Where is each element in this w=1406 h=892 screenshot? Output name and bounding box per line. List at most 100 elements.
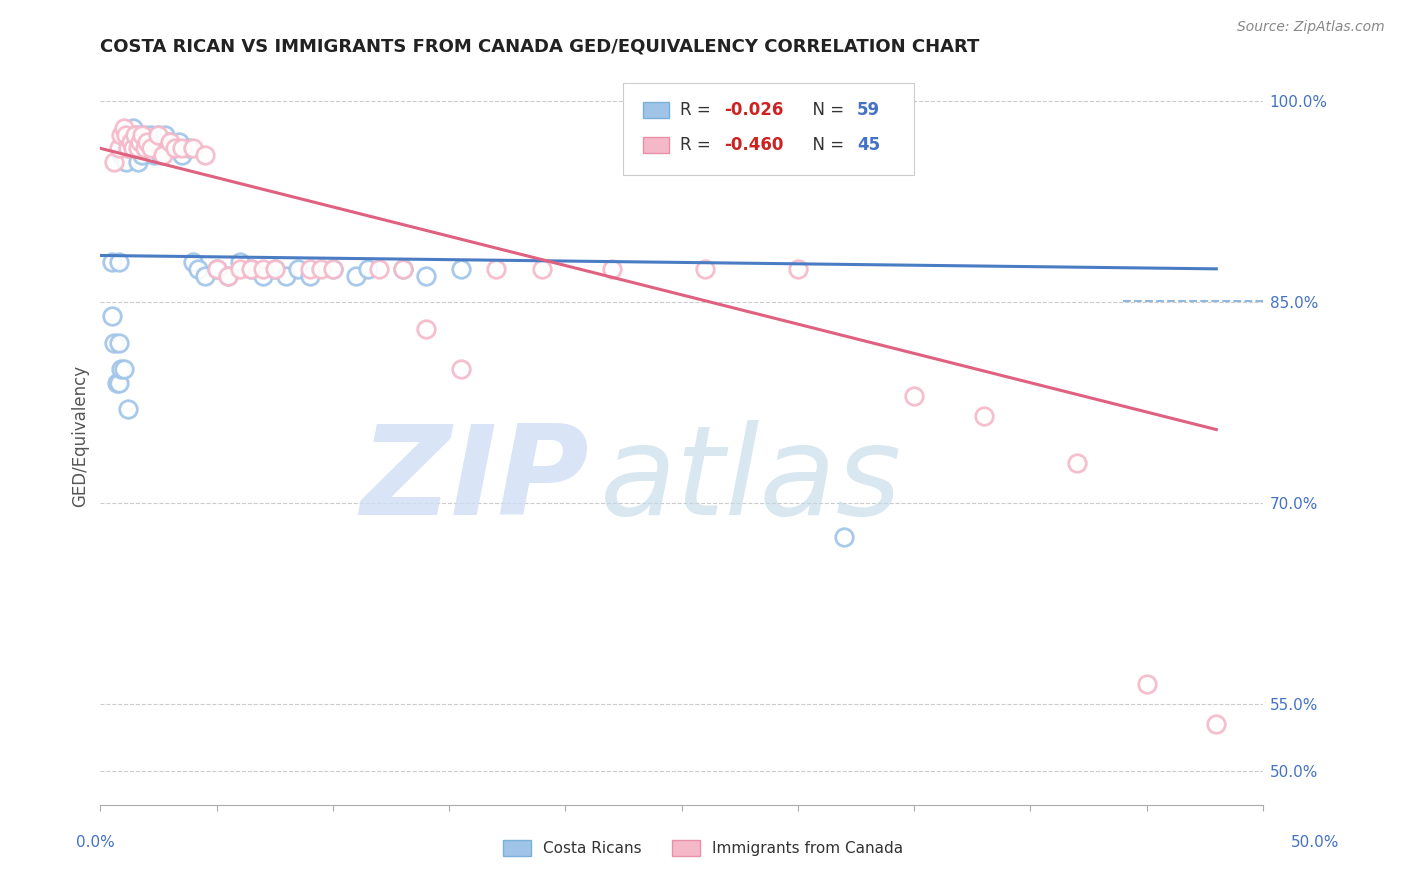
Text: ZIP: ZIP [360,420,589,541]
Point [450,362,472,376]
Point [138,135,160,149]
Point [103,335,125,350]
Point [170,148,193,162]
Point [322,261,344,276]
Point [134,128,156,142]
Point [108,335,131,350]
Point [600,261,623,276]
Point [122,141,145,155]
Point [263,261,285,276]
Point [194,148,217,162]
Point [834,530,856,544]
Point [101,255,124,269]
Point [149,148,172,162]
Text: Source: ZipAtlas.com: Source: ZipAtlas.com [1237,20,1385,34]
Point [484,261,506,276]
Point [1066,456,1088,470]
Text: -0.026: -0.026 [724,101,785,119]
Point [115,154,138,169]
Point [108,255,131,269]
Point [128,128,150,142]
Point [252,261,274,276]
Text: -0.460: -0.460 [724,136,785,154]
Point [194,268,217,283]
Text: N =: N = [803,101,849,119]
Point [112,128,135,142]
Point [110,128,132,142]
Point [124,128,146,142]
Point [391,261,413,276]
Point [103,154,125,169]
Text: R =: R = [681,136,717,154]
Text: 50.0%: 50.0% [1291,836,1339,850]
Point [131,128,153,142]
Text: 0.0%: 0.0% [76,836,115,850]
Point [298,261,321,276]
Point [276,268,298,283]
Point [183,141,205,155]
Point [1205,717,1227,731]
Point [117,141,139,155]
Point [112,121,135,136]
Legend: Costa Ricans, Immigrants from Canada: Costa Ricans, Immigrants from Canada [496,834,910,862]
Point [903,389,925,403]
Point [217,268,239,283]
Point [142,148,165,162]
Point [131,148,153,162]
Point [128,135,150,149]
Point [159,135,181,149]
Point [127,141,149,155]
Point [155,128,177,142]
Point [135,135,157,149]
Point [141,128,163,142]
Point [415,268,437,283]
Point [148,141,170,155]
Point [122,135,145,149]
Point [108,376,131,390]
Point [148,128,170,142]
Point [415,322,437,336]
Point [115,128,138,142]
Point [187,261,209,276]
Point [368,261,391,276]
Point [163,141,186,155]
Point [217,268,239,283]
Text: COSTA RICAN VS IMMIGRANTS FROM CANADA GED/EQUIVALENCY CORRELATION CHART: COSTA RICAN VS IMMIGRANTS FROM CANADA GE… [100,37,980,55]
Point [240,261,263,276]
Point [229,255,252,269]
Point [177,141,200,155]
Point [322,261,344,276]
Point [112,362,135,376]
Point [117,141,139,155]
Point [357,261,380,276]
Point [169,135,191,149]
Point [229,261,252,276]
Text: N =: N = [803,136,849,154]
Point [120,128,142,142]
Point [786,261,808,276]
Point [122,121,145,136]
Point [131,141,153,155]
Point [450,261,472,276]
Point [170,141,193,155]
Point [252,268,274,283]
Point [128,135,150,149]
Point [309,261,332,276]
Point [693,261,716,276]
Point [298,268,321,283]
Point [120,135,142,149]
Point [205,261,228,276]
Point [124,141,146,155]
Point [117,402,139,417]
Point [105,376,128,390]
Point [1135,677,1157,691]
Point [141,141,163,155]
Point [124,128,146,142]
Point [183,255,205,269]
Point [135,135,157,149]
Point [127,154,149,169]
Point [205,261,228,276]
Point [148,128,170,142]
FancyBboxPatch shape [643,102,669,118]
Text: R =: R = [681,101,717,119]
